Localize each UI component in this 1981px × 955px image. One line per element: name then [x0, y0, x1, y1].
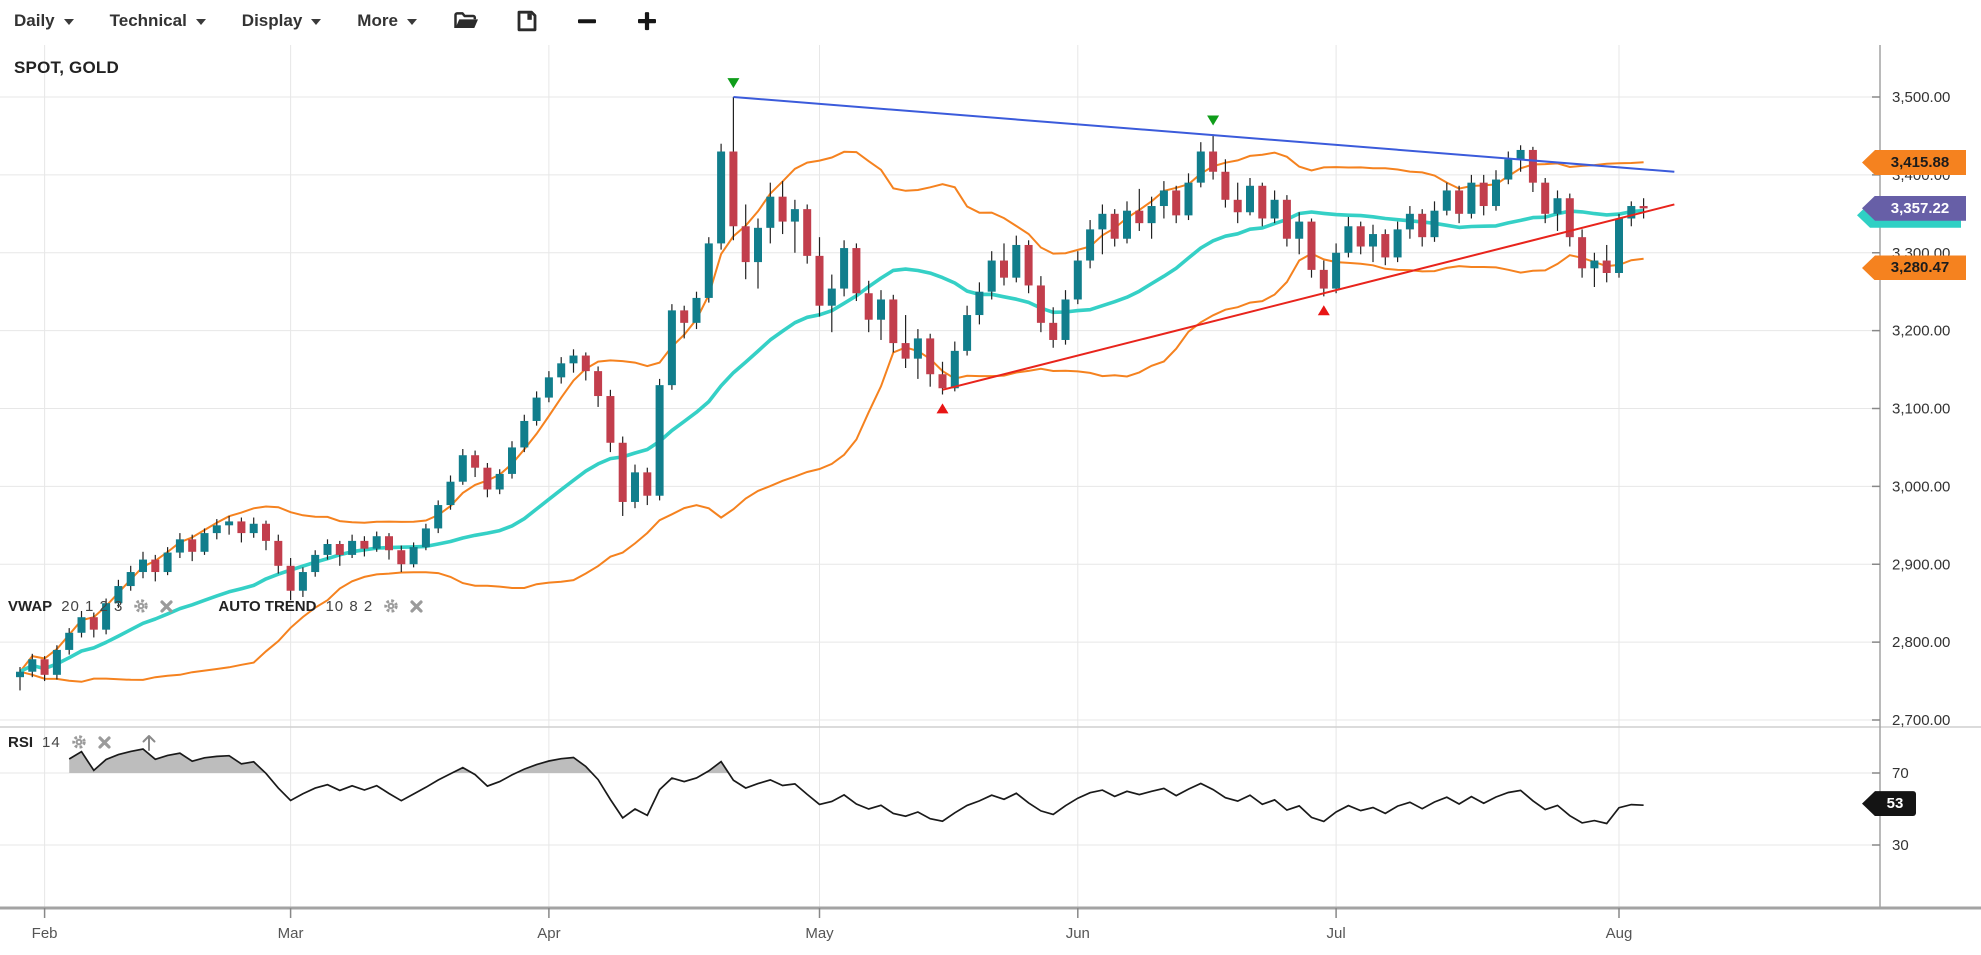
band-upper-tag: 3,415.88: [1862, 150, 1966, 175]
auto-trend-line: [733, 96, 1675, 173]
menu-display[interactable]: Display: [241, 11, 322, 31]
indicator-legend-main: VWAP 20 1 2 3 AUTO TREND 10 8 2: [8, 597, 424, 615]
chevron-down-icon: [311, 19, 322, 25]
candles: [16, 97, 1648, 691]
band-lower-tag: 3,280.47: [1862, 255, 1966, 281]
indicator-legend-rsi: RSI 14: [8, 732, 158, 752]
move-pane-up-arrow-icon[interactable]: [140, 732, 158, 752]
autotrend-remove-icon[interactable]: [409, 599, 424, 614]
menu-label: More: [357, 11, 398, 30]
open-folder-icon[interactable]: [453, 10, 479, 32]
rsi-level-label: 30: [1892, 837, 1909, 854]
trend-marker-up: [1317, 305, 1330, 316]
y-axis-label: 3,000.00: [1892, 478, 1950, 495]
trend-marker-down: [1207, 115, 1220, 126]
rsi-settings-gear-icon[interactable]: [70, 733, 88, 751]
autotrend-legend-params: 10 8 2: [325, 597, 374, 615]
vwap-legend-params: 20 1 2 3: [61, 597, 124, 615]
chevron-down-icon: [406, 19, 417, 25]
x-axis-month-label: May: [805, 925, 834, 942]
menu-label: Technical: [109, 11, 187, 30]
vwap-legend-name: VWAP: [8, 597, 53, 615]
vwap-remove-icon[interactable]: [159, 599, 174, 614]
x-axis-month-label: Mar: [278, 925, 304, 942]
x-axis-month-label: Aug: [1606, 925, 1633, 942]
auto-trend-line: [942, 203, 1675, 391]
y-axis-label: 2,900.00: [1892, 556, 1950, 573]
chevron-down-icon: [195, 19, 206, 25]
trend-marker-down: [727, 78, 740, 89]
bollinger-upper-band: [19, 150, 1644, 673]
zoom-out-icon[interactable]: [575, 9, 599, 33]
y-axis-label: 3,500.00: [1892, 89, 1950, 106]
toolbar: Daily Technical Display More: [0, 0, 1981, 42]
chevron-down-icon: [63, 19, 74, 25]
trend-marker-up: [936, 403, 949, 414]
zoom-in-icon[interactable]: [635, 9, 659, 33]
menu-technical[interactable]: Technical: [110, 11, 206, 31]
x-axis-month-label: Feb: [32, 925, 58, 942]
bollinger-lower-band: [19, 252, 1644, 683]
rsi-legend-params: 14: [42, 733, 61, 751]
y-axis-label: 3,200.00: [1892, 323, 1950, 340]
x-axis-month-label: Jul: [1327, 925, 1346, 942]
y-axis-label: 3,100.00: [1892, 401, 1950, 418]
autotrend-settings-gear-icon[interactable]: [382, 597, 400, 615]
symbol-title: SPOT, GOLD: [14, 58, 119, 77]
autotrend-legend-name: AUTO TREND: [218, 597, 317, 615]
x-axis-month-label: Jun: [1066, 925, 1090, 942]
rsi-remove-icon[interactable]: [97, 735, 112, 750]
gridlines: [0, 45, 1880, 908]
rsi-level-label: 70: [1892, 765, 1909, 782]
menu-label: Display: [241, 11, 303, 30]
vwap-settings-gear-icon[interactable]: [132, 597, 150, 615]
rsi-overbought-fill: [69, 749, 1644, 773]
menu-timeframe-daily[interactable]: Daily: [14, 11, 74, 31]
save-icon[interactable]: [515, 9, 539, 33]
x-axis-month-label: Apr: [537, 925, 560, 942]
last-price-tag: 3,357.22: [1862, 195, 1966, 221]
menu-more[interactable]: More: [357, 11, 417, 31]
menu-label: Daily: [14, 11, 55, 30]
y-axis-label: 2,700.00: [1892, 712, 1950, 729]
y-axis-label: 2,800.00: [1892, 634, 1950, 651]
rsi-value-tag: 53: [1862, 791, 1916, 817]
rsi-line: [68, 748, 1644, 825]
rsi-legend-name: RSI: [8, 733, 34, 751]
